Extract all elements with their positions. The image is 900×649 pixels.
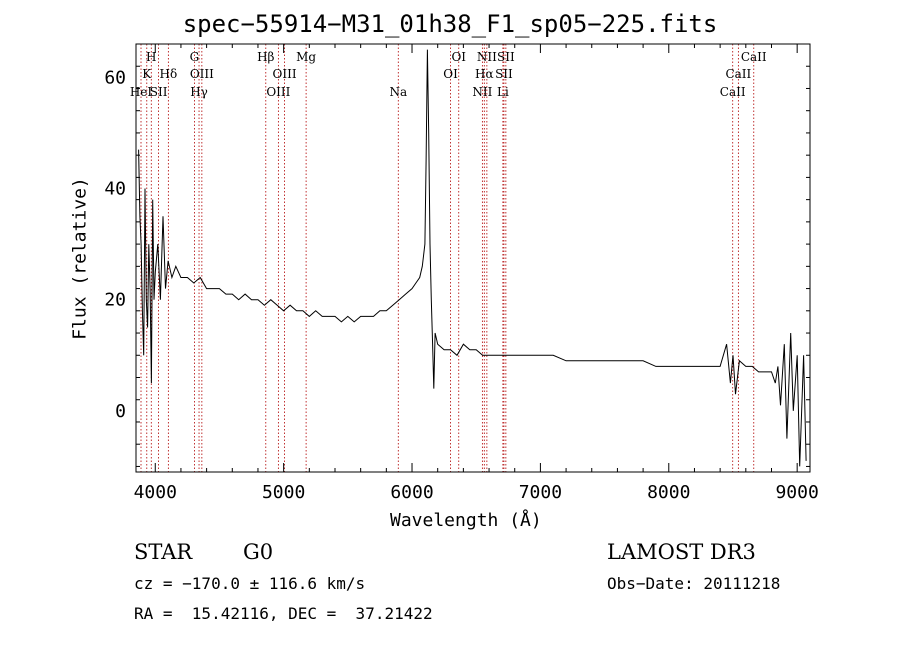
line-label-11: Mg (296, 50, 316, 64)
plot-frame (135, 43, 811, 473)
spectral-line-markers (140, 44, 755, 472)
y-tick-label-60: 60 (104, 67, 126, 88)
line-label-22: CaII (725, 67, 751, 81)
chart-title: spec−55914−M31_01h38_F1_sp05−225.fits (182, 10, 718, 38)
line-label-7: OIII (190, 67, 214, 81)
line-label-16: Hα (475, 67, 494, 81)
star-class: STAR (134, 540, 193, 564)
line-label-10: OIII (273, 67, 297, 81)
x-tick-label-8000: 8000 (647, 482, 690, 503)
line-label-13: OI (443, 67, 458, 81)
y-tick-label-40: 40 (104, 179, 126, 200)
line-label-9: OIII (266, 85, 290, 99)
x-tick-label-7000: 7000 (519, 482, 562, 503)
x-tick-label-4000: 4000 (134, 482, 177, 503)
line-label-18: Li (497, 85, 509, 99)
line-label-5: G (190, 50, 200, 64)
x-tick-label-6000: 6000 (390, 482, 433, 503)
x-axis-label: Wavelength (Å) (390, 510, 542, 531)
spectrum-series (138, 49, 807, 467)
star-subclass: G0 (243, 540, 274, 564)
line-label-19: SII (495, 67, 513, 81)
observation-date: Obs−Date: 20111218 (607, 574, 781, 593)
line-label-15: NII (472, 85, 492, 99)
y-axis-label: Flux (relative) (69, 177, 91, 340)
axis-ticks: 4000 5000 6000 7000 8000 9000 0 20 40 60 (104, 44, 819, 503)
line-label-23: CaII (741, 50, 767, 64)
line-label-21: CaII (720, 85, 746, 99)
line-label-0: HeI (130, 85, 153, 99)
line-label-14: OI (451, 50, 466, 64)
line-label-6: Hγ (190, 85, 208, 99)
line-label-12: Na (389, 85, 407, 99)
line-label-8: Hβ (257, 50, 274, 64)
plot-border (135, 43, 811, 473)
redshift-cz: cz = −170.0 ± 116.6 km/s (134, 574, 366, 593)
x-tick-label-9000: 9000 (775, 482, 818, 503)
y-tick-label-0: 0 (115, 401, 126, 422)
line-label-20: SII (497, 50, 515, 64)
line-label-4: Hδ (160, 67, 178, 81)
line-label-3: SII (150, 85, 168, 99)
line-label-2: H (146, 50, 156, 64)
spectrum-line (138, 49, 807, 467)
y-tick-label-20: 20 (104, 290, 126, 311)
line-label-17: NII (477, 50, 497, 64)
x-tick-label-5000: 5000 (262, 482, 305, 503)
spectral-line-labels: HeI KH SII Hδ G Hγ OIII Hβ OIII OIII Mg Na OI OI NII Hα… (130, 50, 767, 99)
ra-dec: RA = 15.42116, DEC = 37.21422 (134, 604, 433, 623)
survey-name: LAMOST DR3 (607, 540, 756, 564)
line-label-1: K (142, 67, 152, 81)
